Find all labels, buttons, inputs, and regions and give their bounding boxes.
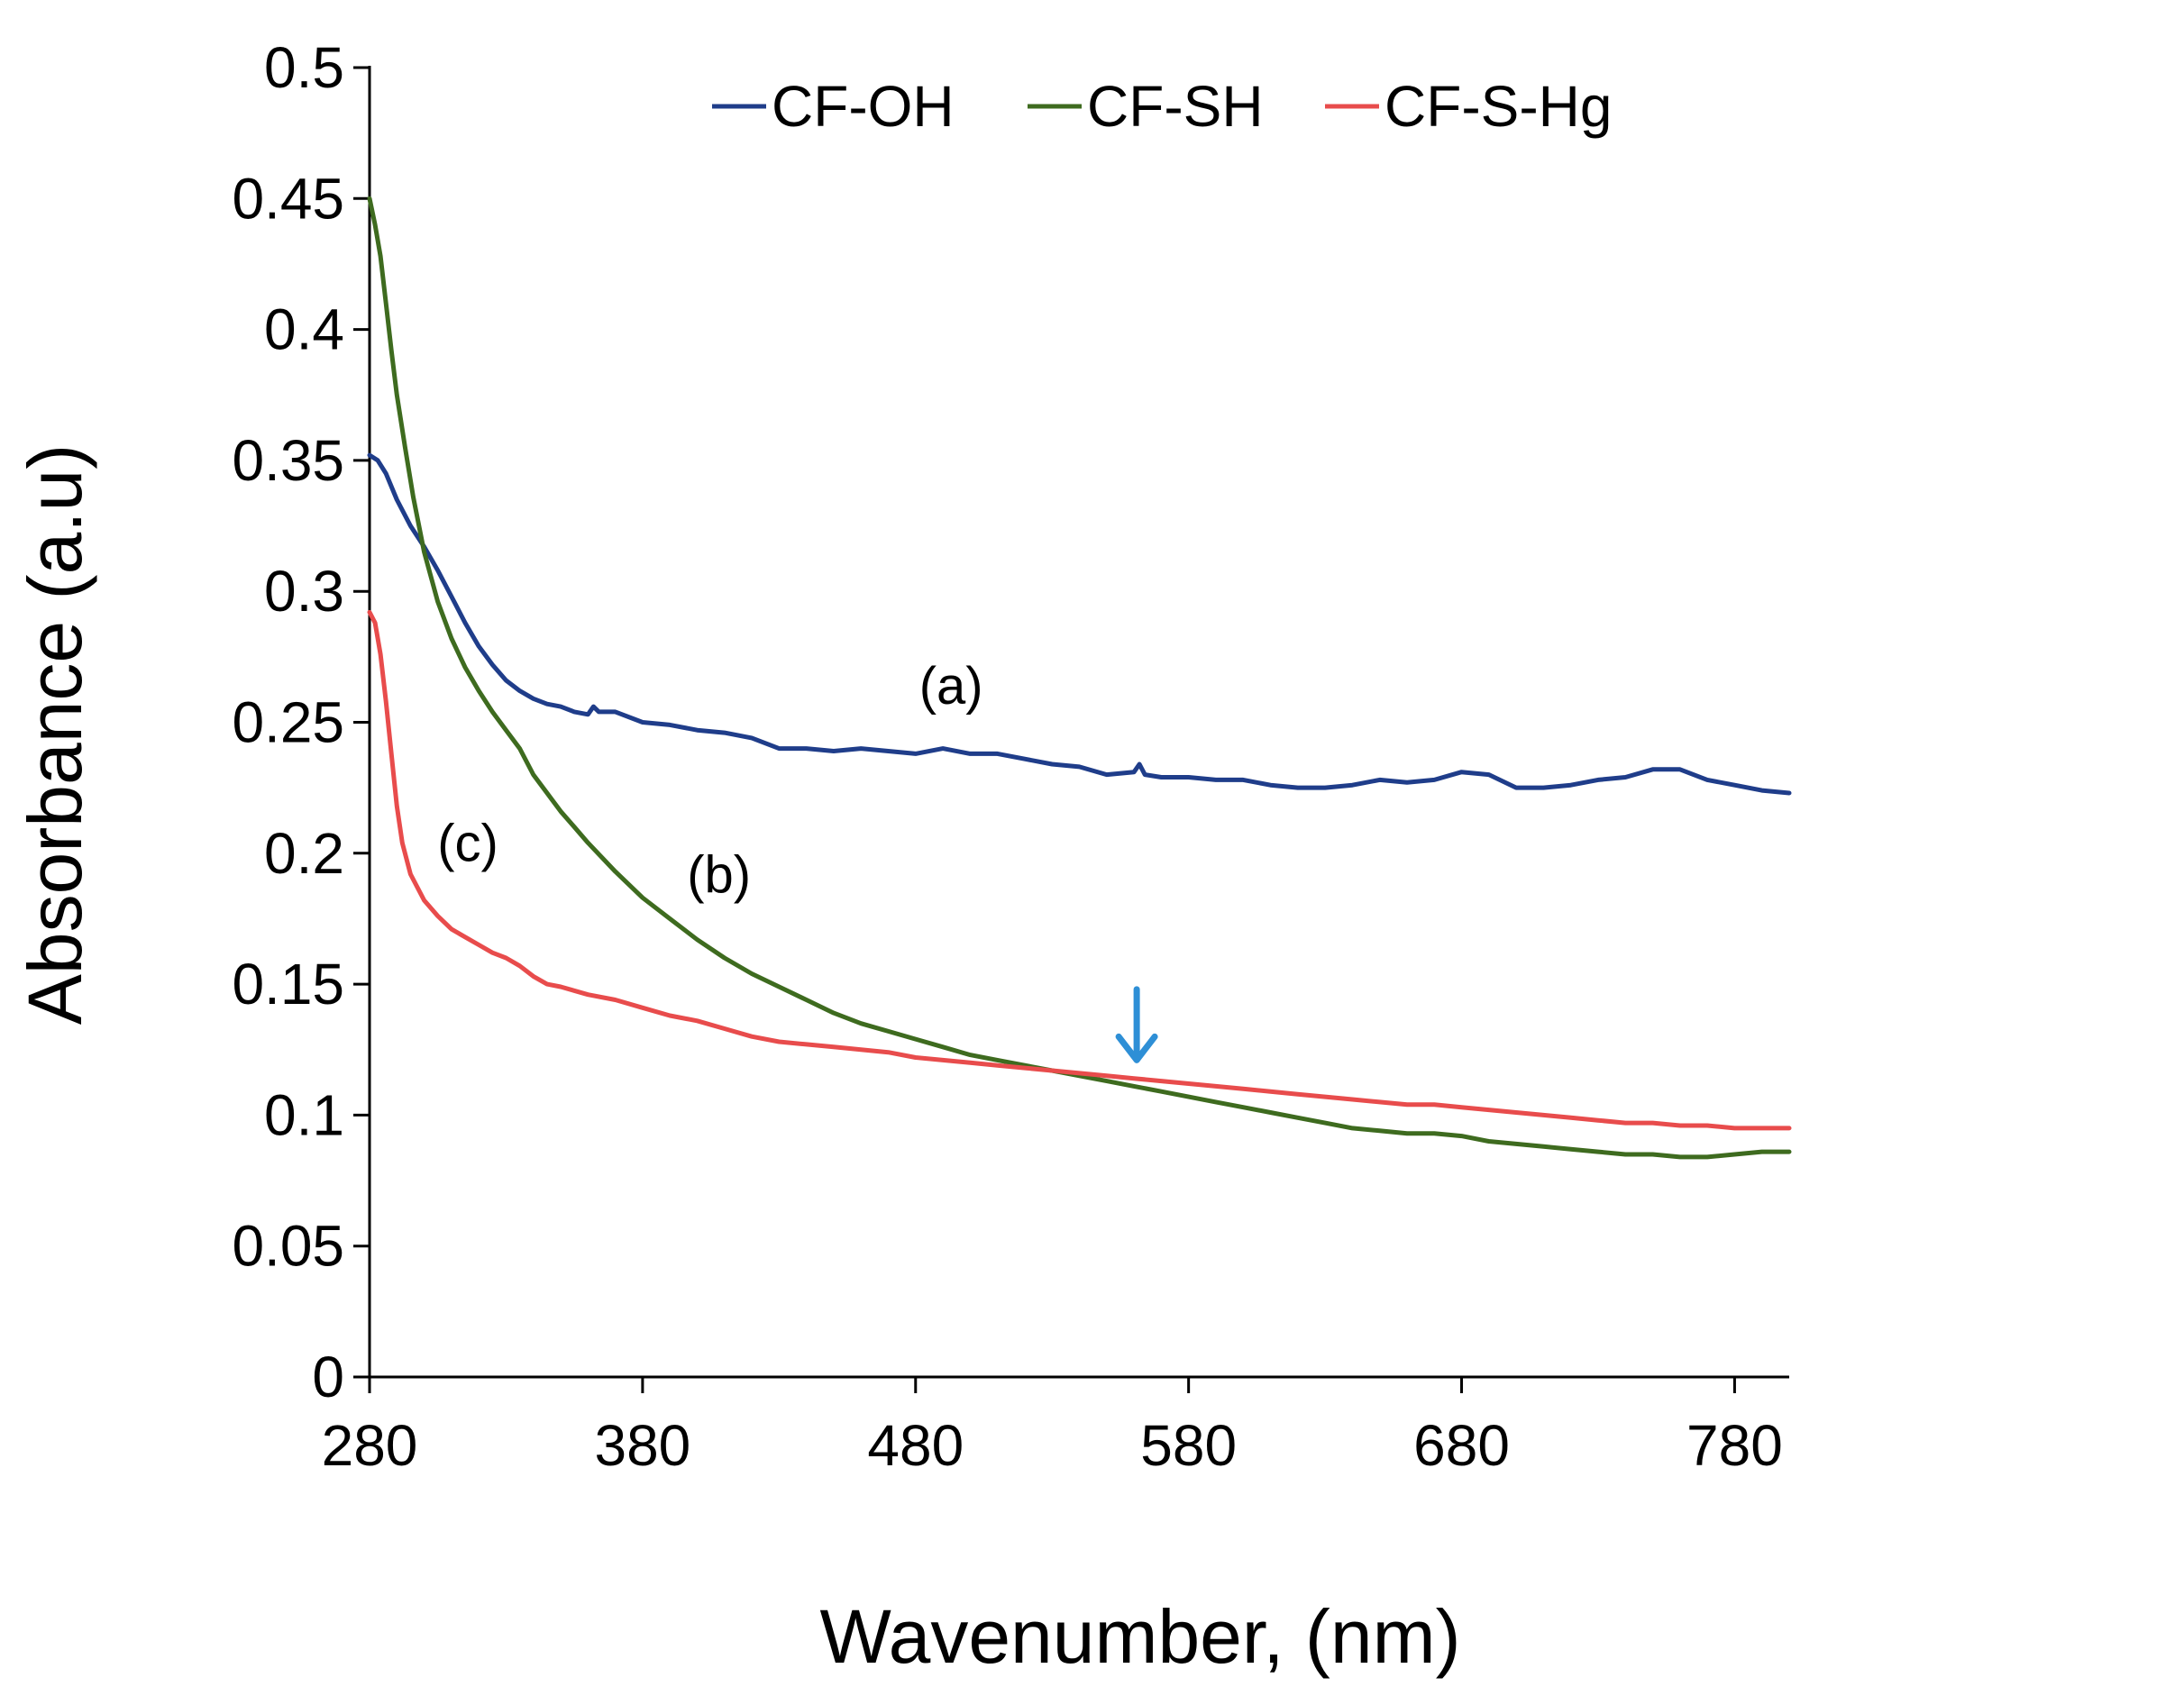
legend-label: CF-SH — [1087, 74, 1264, 139]
x-tick-label: 380 — [594, 1413, 690, 1478]
x-tick-label: 780 — [1686, 1413, 1783, 1478]
y-tick-label: 0.25 — [232, 690, 344, 755]
y-axis-title: Absorbance (a.u) — [13, 444, 97, 1025]
x-tick-label: 480 — [867, 1413, 964, 1478]
axes: 0 0.05 0.1 0.15 0.2 0.25 0.3 0.35 0.4 0.45 0.5 280 3… — [232, 35, 1789, 1478]
y-tick-label: 0.35 — [232, 428, 344, 493]
legend: CF-OH CF-SH CF-S-Hg — [712, 74, 1612, 139]
annotation-layer: (a) (b) (c) — [437, 657, 1158, 1063]
y-tick-label: 0.5 — [264, 35, 344, 100]
y-tick-label: 0.3 — [264, 559, 344, 624]
x-axis-title: Wavenumber, (nm) — [819, 1594, 1460, 1679]
y-tick-label: 0.05 — [232, 1214, 344, 1279]
arrow-head-icon — [1115, 1033, 1158, 1063]
x-tick-label: 280 — [322, 1413, 418, 1478]
curve-label: (a) — [919, 657, 983, 716]
series-line-cf-sh — [367, 196, 1792, 1160]
series-line-cf-oh — [367, 452, 1792, 796]
legend-label: CF-S-Hg — [1384, 74, 1612, 139]
x-tick-label: 680 — [1413, 1413, 1510, 1478]
legend-label: CF-OH — [772, 74, 955, 139]
series-layer — [367, 196, 1792, 1160]
curve-label: (c) — [437, 815, 498, 873]
y-tick-label: 0 — [312, 1345, 344, 1409]
y-tick-label: 0.4 — [264, 297, 344, 362]
y-tick-label: 0.1 — [264, 1082, 344, 1147]
series-line-cf-s-hg — [367, 609, 1792, 1131]
curve-label: (b) — [687, 845, 751, 904]
y-tick-label: 0.15 — [232, 952, 344, 1017]
y-tick-label: 0.2 — [264, 821, 344, 886]
y-tick-label: 0.45 — [232, 166, 344, 231]
x-tick-label: 580 — [1140, 1413, 1237, 1478]
